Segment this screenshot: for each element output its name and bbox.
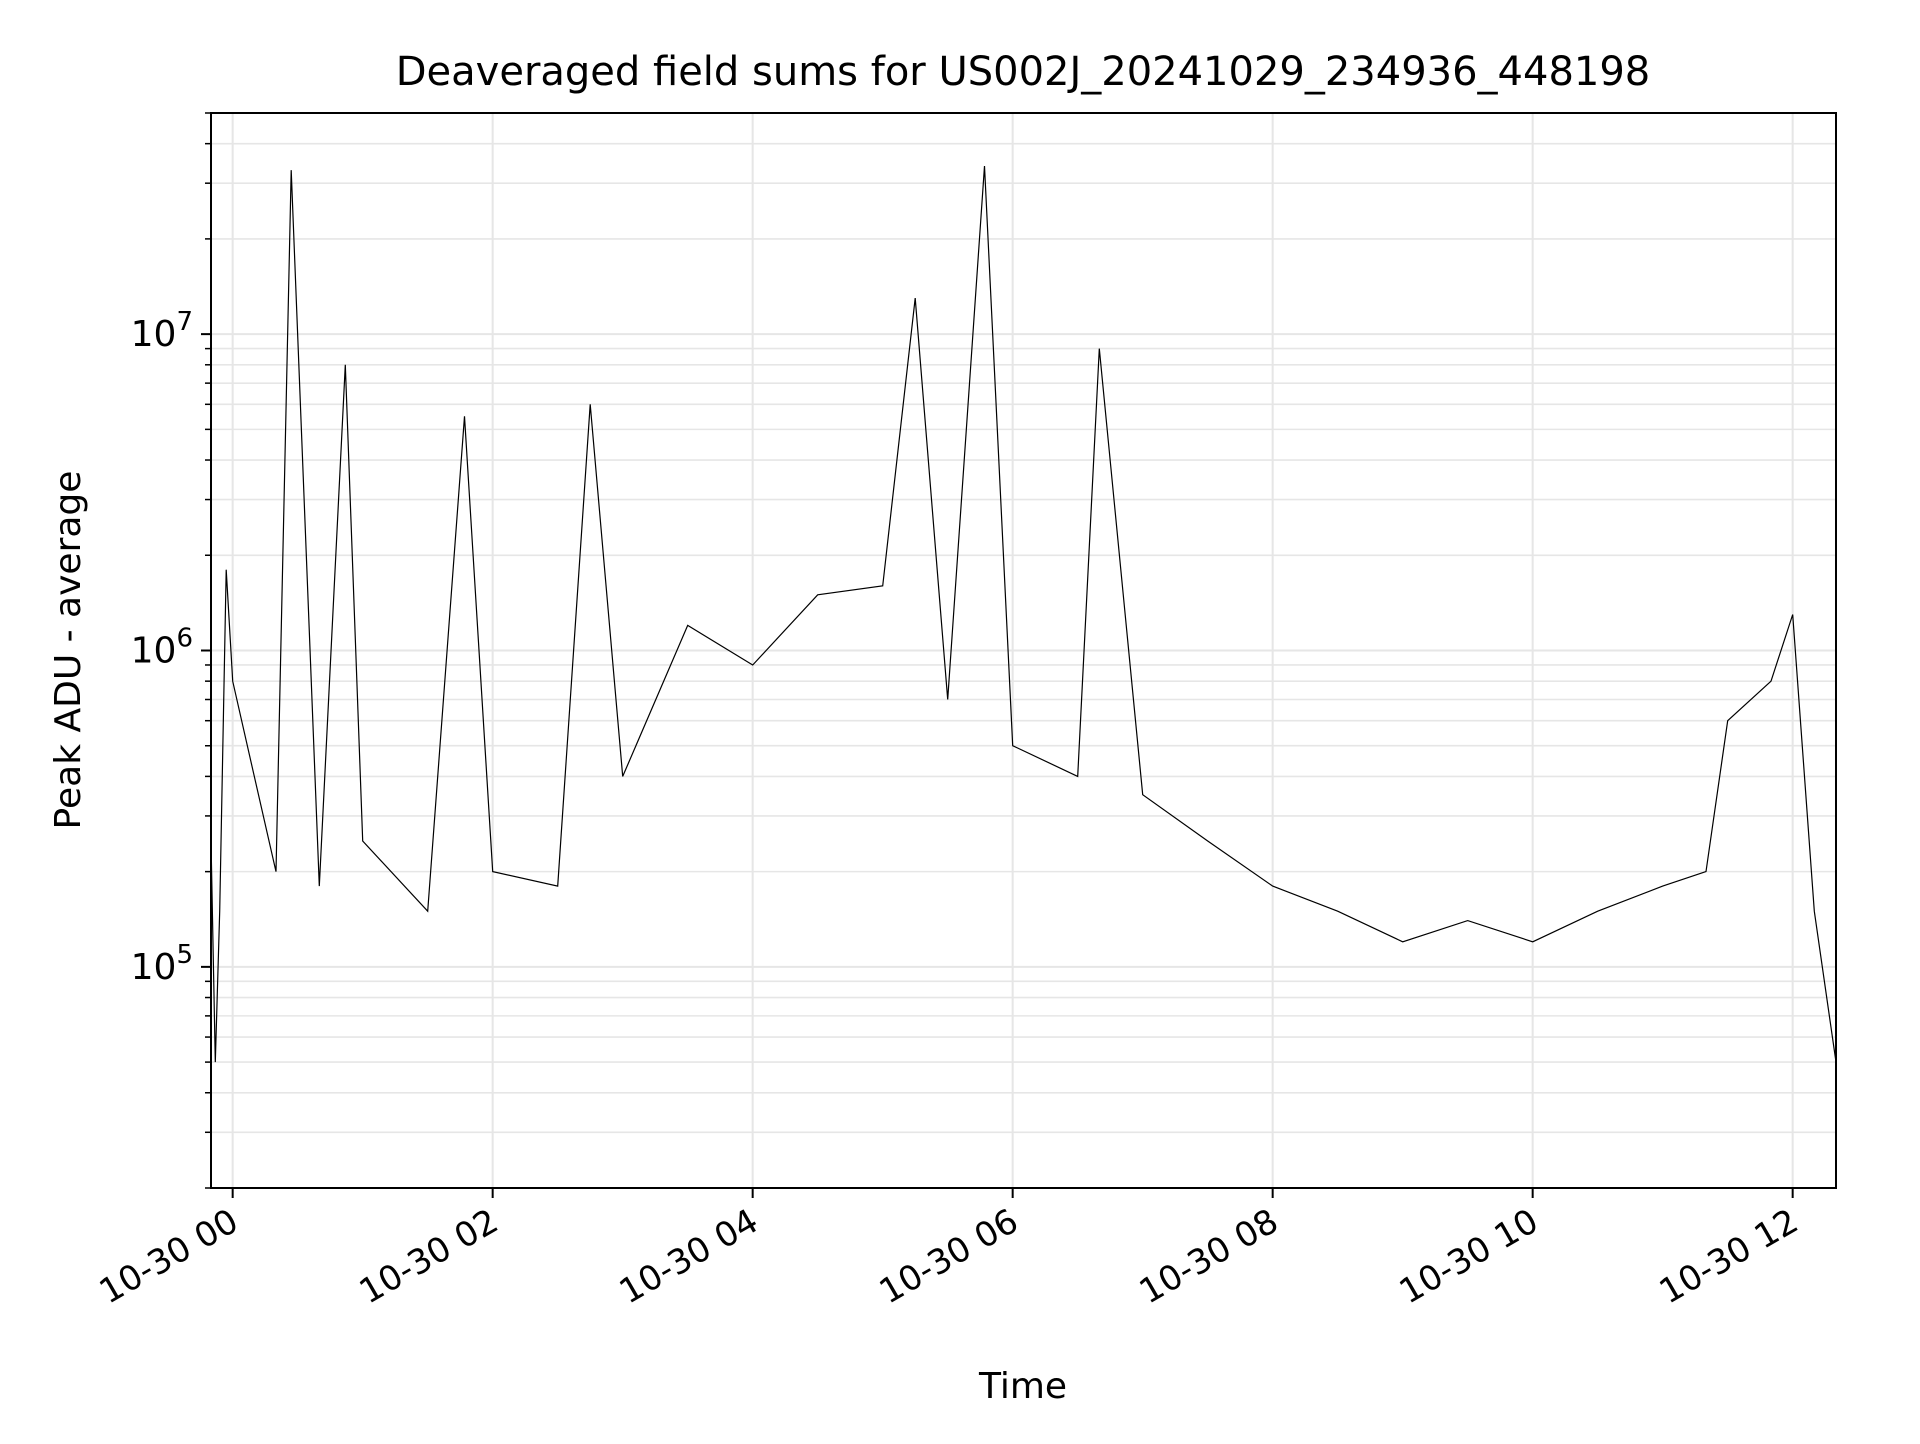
grid-lines (211, 112, 1836, 1189)
plot-area (211, 165, 1836, 1063)
y-tick-label: 107 (131, 307, 193, 355)
series-line (211, 165, 1836, 1063)
y-tick-label: 105 (131, 940, 193, 988)
y-axis-label: Peak ADU - average (48, 471, 89, 830)
chart-title: Deaveraged field sums for US002J_2024102… (396, 49, 1651, 95)
y-tick-label: 106 (131, 624, 193, 672)
x-axis-label: Time (978, 1366, 1067, 1407)
